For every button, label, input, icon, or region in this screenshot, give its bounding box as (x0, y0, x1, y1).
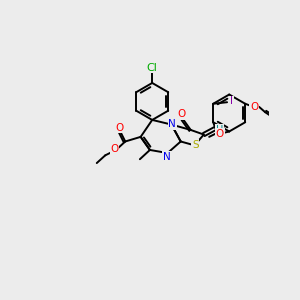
Text: O: O (177, 109, 186, 119)
Text: N: N (163, 152, 171, 162)
Text: H: H (215, 125, 223, 135)
Text: N: N (168, 119, 176, 129)
Text: O: O (216, 129, 224, 139)
Text: S: S (192, 140, 199, 150)
Text: I: I (230, 96, 233, 106)
Text: Cl: Cl (147, 63, 158, 73)
Text: O: O (115, 123, 123, 133)
Text: N: N (168, 119, 176, 129)
Text: O: O (110, 144, 118, 154)
Text: O: O (250, 102, 259, 112)
